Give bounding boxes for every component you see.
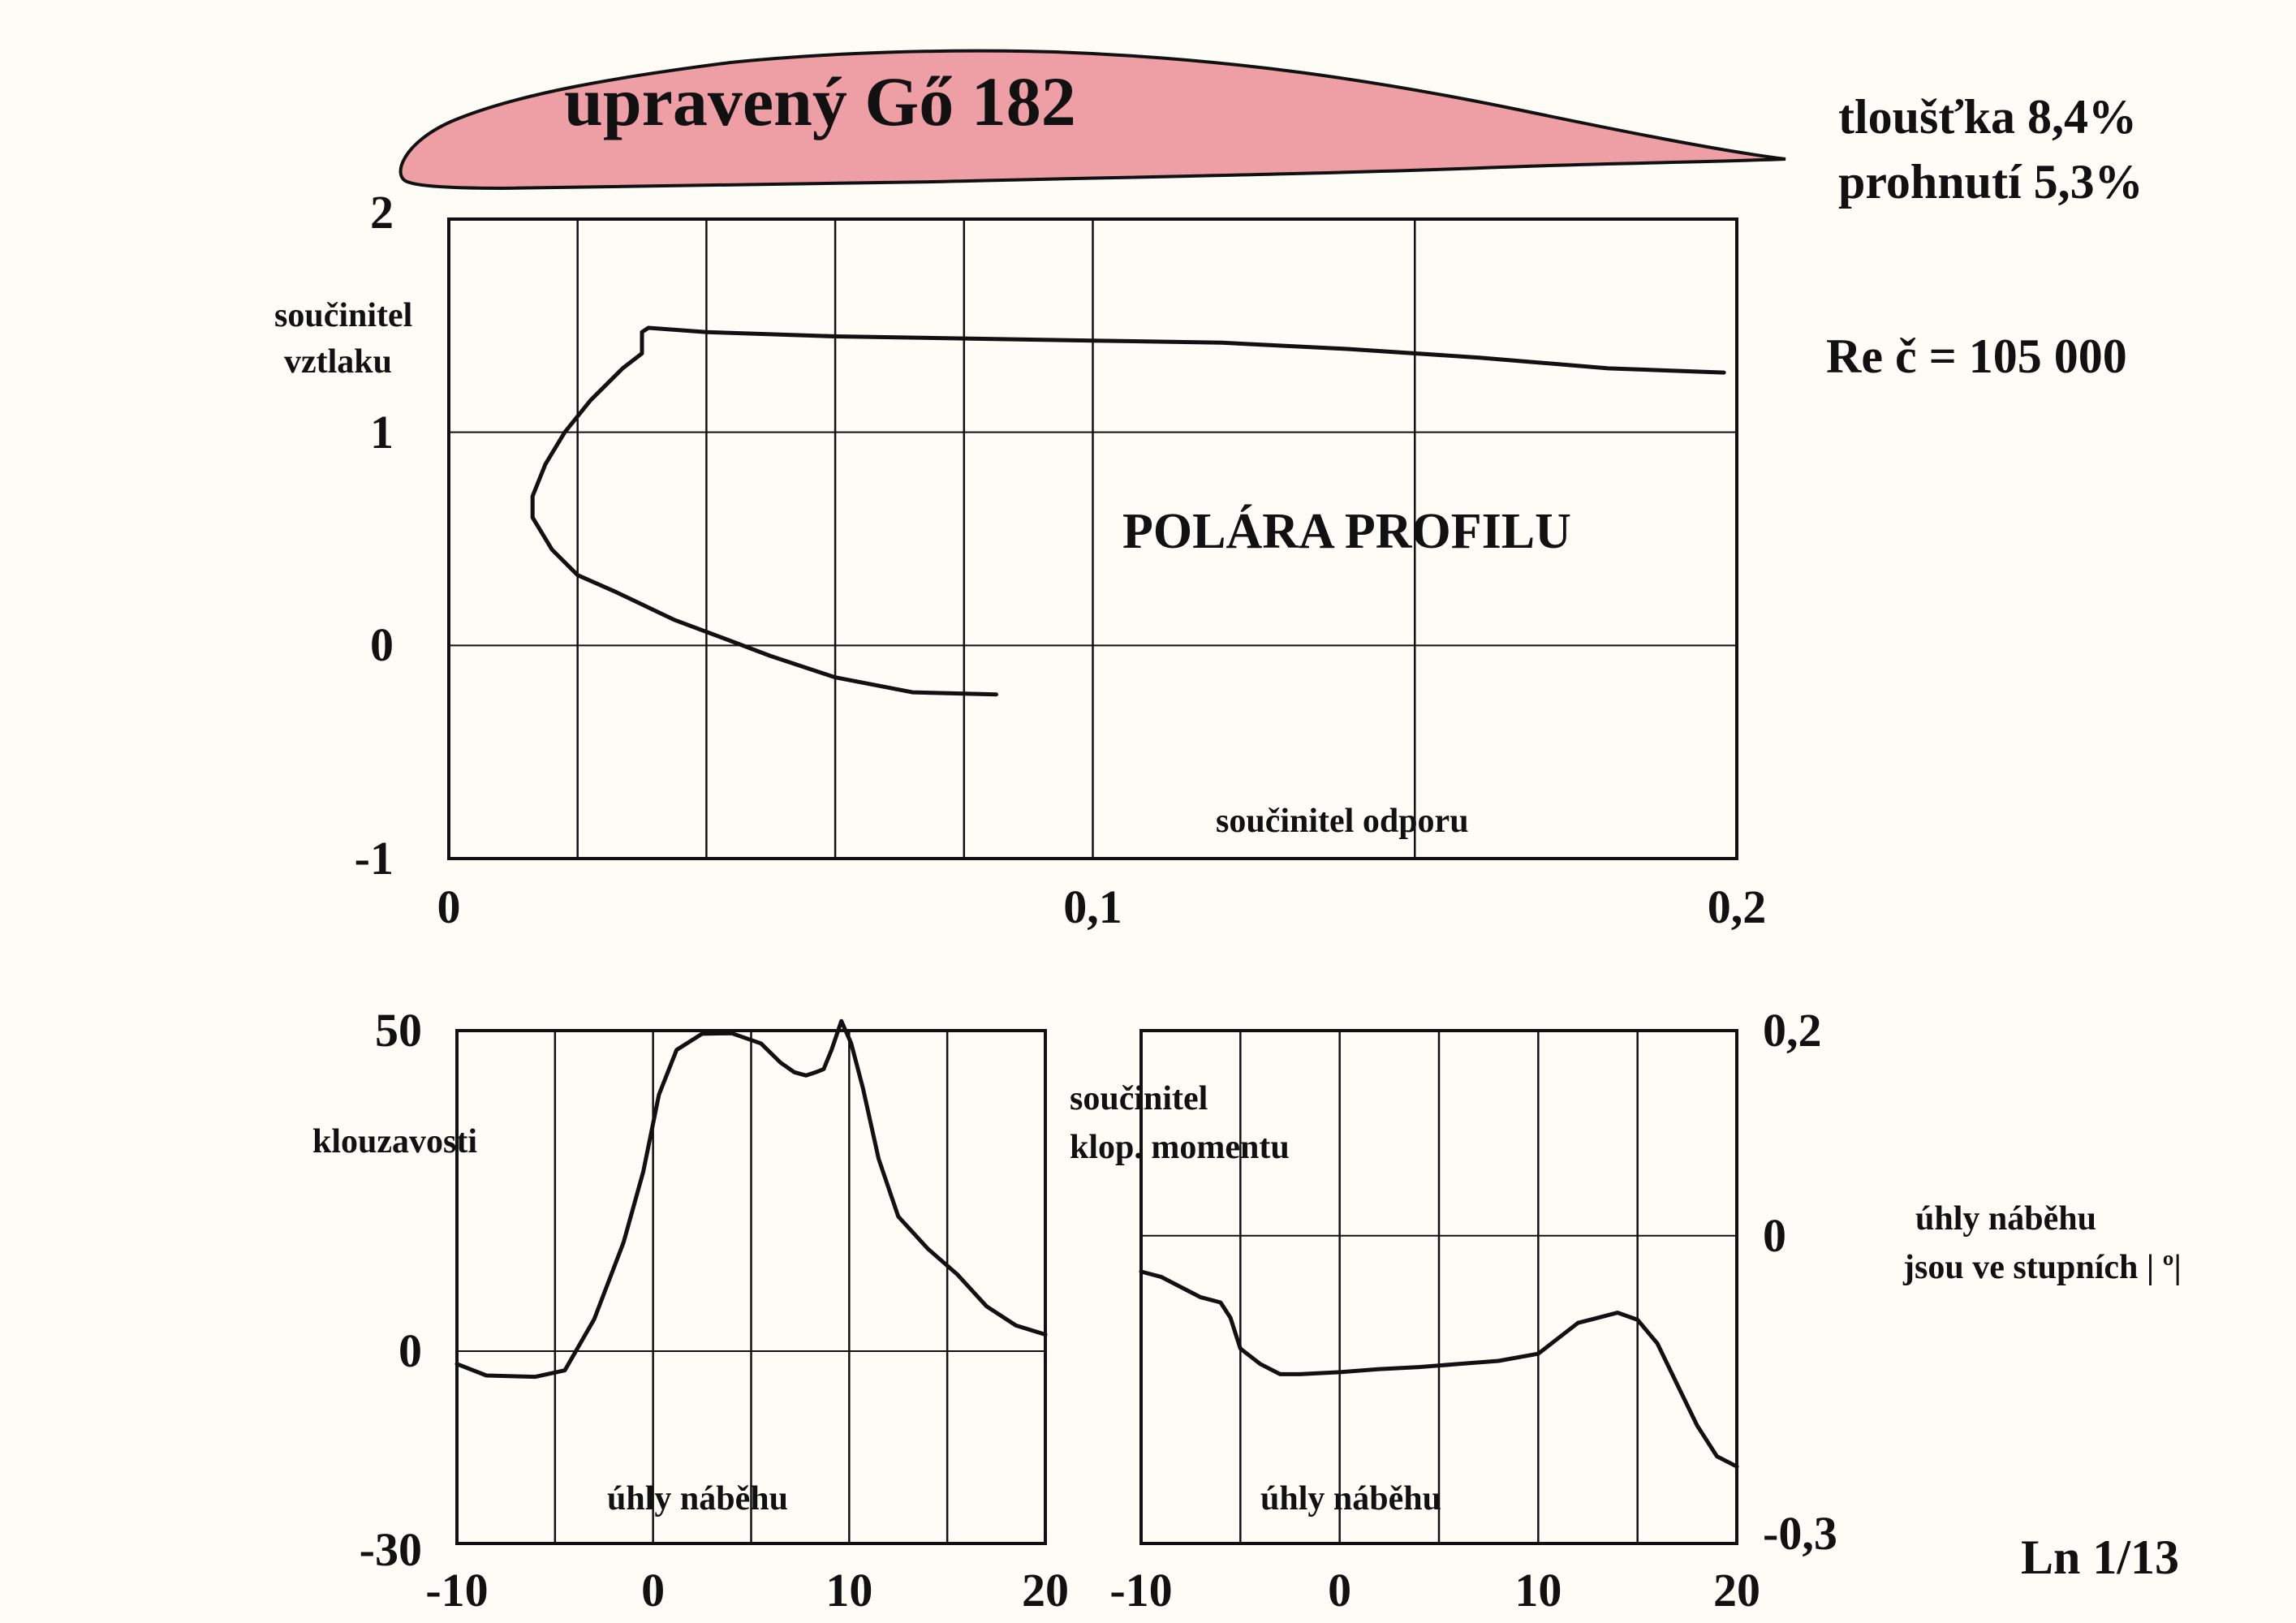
glide-ytick-1: 0 (398, 1324, 422, 1377)
glide-xtick-1: 0 (641, 1564, 666, 1617)
moment-ylabel-1: součinitel (1070, 1080, 1208, 1117)
polar-curve (530, 325, 1726, 697)
moment-ylabel-2: klop. momentu (1070, 1129, 1290, 1166)
polar-ytick-3: -1 (354, 832, 394, 885)
moment-xtick-3: 20 (1713, 1564, 1760, 1617)
moment-ytick-2: -0,3 (1763, 1507, 1837, 1560)
glide-xlabel: úhly náběhu (607, 1480, 788, 1518)
moment-xtick-2: 10 (1514, 1564, 1562, 1617)
polar-xlabel: součinitel odporu (1216, 803, 1469, 840)
polar-xtick-0: 0 (437, 880, 461, 933)
note-line-1: úhly náběhu (1915, 1200, 2096, 1238)
note-line-2: jsou ve stupních | º| (1903, 1249, 2182, 1286)
thickness-label: tloušťka 8,4% (1838, 90, 2137, 144)
polar-ytick-2: 0 (370, 618, 394, 672)
moment-xtick-0: -10 (1109, 1564, 1173, 1617)
moment-ytick-1: 0 (1763, 1208, 1786, 1262)
polar-title: POLÁRA PROFILU (1122, 504, 1571, 559)
moment-ytick-0: 0,2 (1763, 1004, 1822, 1057)
reynolds-label: Re č = 105 000 (1826, 329, 2127, 383)
glide-xtick-2: 10 (825, 1564, 873, 1617)
polar-ylabel-1: součinitel (274, 297, 413, 334)
glide-xtick-3: 20 (1022, 1564, 1069, 1617)
glide-ylabel: klouzavosti (312, 1123, 478, 1160)
moment-xlabel: úhly náběhu (1260, 1480, 1441, 1518)
polar-xtick-2: 0,2 (1707, 880, 1767, 933)
polar-xtick-1: 0,1 (1063, 880, 1122, 933)
moment-curve (1139, 1269, 1739, 1469)
polar-ylabel-2: vztlaku (284, 343, 393, 381)
airfoil-shape (398, 49, 1786, 191)
glide-xtick-0: -10 (425, 1564, 489, 1617)
glide-curve (454, 1018, 1048, 1380)
page-code: Ln 1/13 (2021, 1530, 2180, 1584)
glide-ytick-2: -30 (359, 1523, 422, 1576)
camber-label: prohnutí 5,3% (1838, 155, 2143, 209)
moment-xtick-1: 0 (1328, 1564, 1352, 1617)
polar-ytick-0: 2 (370, 186, 394, 239)
chart-title: upravený Gő 182 (564, 62, 1076, 140)
polar-ytick-1: 1 (370, 405, 394, 458)
glide-ytick-0: 50 (375, 1004, 422, 1057)
